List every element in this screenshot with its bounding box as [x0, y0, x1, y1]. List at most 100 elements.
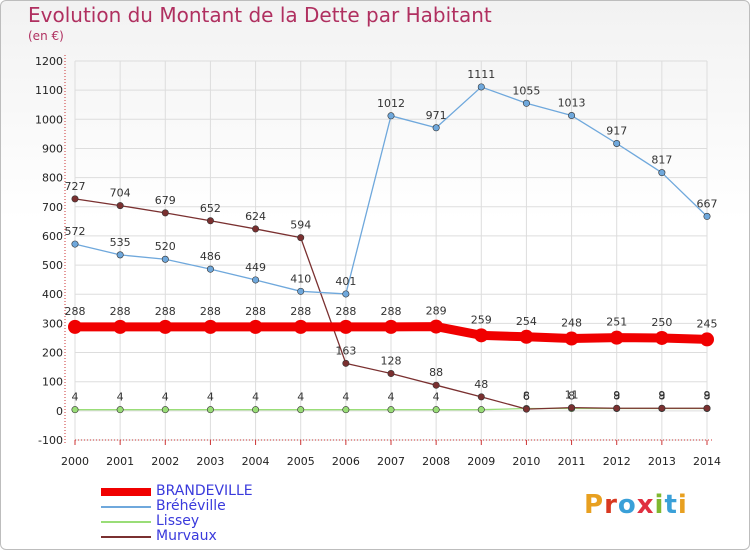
data-point — [387, 406, 395, 414]
y-tick-label: 600 — [42, 230, 63, 243]
data-point — [432, 381, 440, 389]
data-point — [387, 112, 395, 120]
data-point — [252, 276, 260, 284]
legend-label: Murvaux — [156, 528, 217, 544]
data-point — [703, 404, 711, 412]
data-point — [161, 209, 169, 217]
data-point — [206, 265, 214, 273]
y-tick-label: 700 — [42, 201, 63, 214]
x-tick-label: 2005 — [287, 455, 315, 468]
data-label: 679 — [155, 194, 176, 207]
x-tick-label: 2010 — [512, 455, 540, 468]
data-label: 8 — [568, 390, 575, 403]
x-tick-label: 2004 — [242, 455, 270, 468]
data-point — [71, 240, 79, 248]
y-tick-label: 800 — [42, 172, 63, 185]
chart-subtitle: (en €) — [28, 29, 64, 43]
data-point — [522, 405, 530, 413]
data-point — [654, 330, 669, 345]
data-point — [519, 329, 534, 344]
data-label: 11 — [565, 389, 579, 402]
data-point — [203, 319, 218, 334]
data-point — [206, 406, 214, 414]
x-tick-label: 2000 — [61, 455, 89, 468]
data-label: 163 — [335, 344, 356, 357]
proxiti-logo: Proxiti — [584, 490, 688, 520]
data-label: 6 — [523, 390, 530, 403]
data-point — [564, 331, 579, 346]
data-point — [252, 406, 260, 414]
data-label: 4 — [433, 391, 440, 404]
logo-letter: P — [584, 490, 605, 520]
data-label: 288 — [290, 305, 311, 318]
data-label: 4 — [162, 391, 169, 404]
data-label: 727 — [65, 180, 86, 193]
data-label: 128 — [381, 355, 402, 368]
data-label: 1013 — [558, 97, 586, 110]
data-label: 4 — [252, 391, 259, 404]
data-label: 520 — [155, 240, 176, 253]
logo-letter: r — [604, 490, 618, 520]
data-point — [700, 332, 714, 347]
data-point — [658, 404, 666, 412]
data-point — [609, 330, 624, 345]
data-point — [68, 319, 82, 334]
y-tick-label: 100 — [42, 376, 63, 389]
data-point — [387, 370, 395, 378]
data-label: 288 — [335, 305, 356, 318]
data-point — [432, 124, 440, 132]
data-labels: 288 288 288 288 288 288 288 288 289 259 254 248 251 2… — [65, 68, 718, 404]
data-point — [248, 319, 263, 334]
y-tick-label: 1000 — [35, 113, 63, 126]
data-label: 1012 — [377, 97, 405, 110]
data-label: 8 — [658, 390, 665, 403]
logo-letter: x — [636, 490, 655, 520]
data-label: 971 — [426, 109, 447, 122]
x-tick-label: 2012 — [603, 455, 631, 468]
data-label: 250 — [651, 316, 672, 329]
y-tick-label: 1100 — [35, 84, 63, 97]
data-label: 704 — [110, 187, 131, 200]
data-label: 8 — [704, 390, 711, 403]
data-point — [206, 217, 214, 225]
data-label: 248 — [561, 317, 582, 330]
data-point — [477, 83, 485, 91]
y-tick-label: 900 — [42, 142, 63, 155]
data-point — [613, 140, 621, 148]
data-point — [703, 212, 711, 220]
data-label: 254 — [516, 315, 537, 328]
data-point — [474, 328, 489, 343]
data-point — [293, 319, 308, 334]
x-tick-label: 2006 — [332, 455, 360, 468]
x-tick-label: 2002 — [151, 455, 179, 468]
data-label: 652 — [200, 202, 221, 215]
data-point — [161, 255, 169, 263]
data-point — [116, 202, 124, 210]
data-label: 245 — [697, 317, 718, 330]
x-tick-label: 2013 — [648, 455, 676, 468]
data-label: 624 — [245, 210, 266, 223]
legend-label: Bréhéville — [156, 498, 226, 514]
data-point — [429, 319, 444, 334]
data-point — [71, 406, 79, 414]
data-label: 9 — [658, 389, 665, 402]
data-point — [113, 319, 128, 334]
data-label: 594 — [290, 219, 311, 232]
legend-swatch — [101, 506, 151, 508]
legend-swatch — [101, 521, 151, 523]
data-label: 288 — [200, 305, 221, 318]
data-label: 48 — [474, 378, 488, 391]
data-point — [71, 195, 79, 203]
legend-swatch — [101, 488, 151, 496]
x-tick-label: 2003 — [196, 455, 224, 468]
data-point — [477, 406, 485, 414]
data-label: 4 — [117, 391, 124, 404]
logo-letter: o — [617, 490, 637, 520]
data-point — [477, 393, 485, 401]
data-point — [342, 290, 350, 298]
data-label: 917 — [606, 125, 627, 138]
x-tick-label: 2009 — [467, 455, 495, 468]
y-tick-label: -100 — [38, 434, 63, 447]
data-label: 1055 — [512, 84, 540, 97]
